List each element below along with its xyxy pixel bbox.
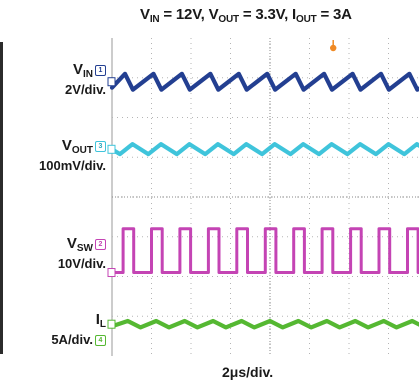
channel-label-il: IL 5A/div. 4	[51, 311, 106, 347]
channel-2-marker-icon: 2	[95, 238, 106, 250]
channel-label-vsw: VSW 2 10V/div.	[57, 235, 106, 271]
channel-3-marker-icon: 3	[95, 140, 106, 152]
chart-title: VIN = 12V, VOUT = 3.3V, IOUT = 3A	[140, 6, 352, 25]
channel-label-vin: VIN 1 2V/div.	[65, 61, 106, 97]
trace-sw	[110, 227, 419, 274]
channel-label-vout: VOUT 3 100mV/div.	[39, 137, 106, 173]
trace-in	[109, 71, 419, 92]
trace-l	[109, 318, 419, 330]
channel-ground-marker-icon	[107, 268, 116, 278]
trace-out	[109, 142, 419, 157]
x-axis-label: 2μs/div.	[222, 364, 274, 380]
panel-left-rule	[0, 42, 3, 354]
channel-1-marker-icon: 1	[95, 64, 106, 76]
channel-4-marker-icon: 4	[95, 335, 106, 347]
channel-ground-marker-icon	[107, 144, 116, 154]
channel-ground-marker-icon	[107, 319, 116, 329]
channel-ground-marker-icon	[107, 77, 116, 87]
trigger-marker-icon	[330, 44, 337, 52]
